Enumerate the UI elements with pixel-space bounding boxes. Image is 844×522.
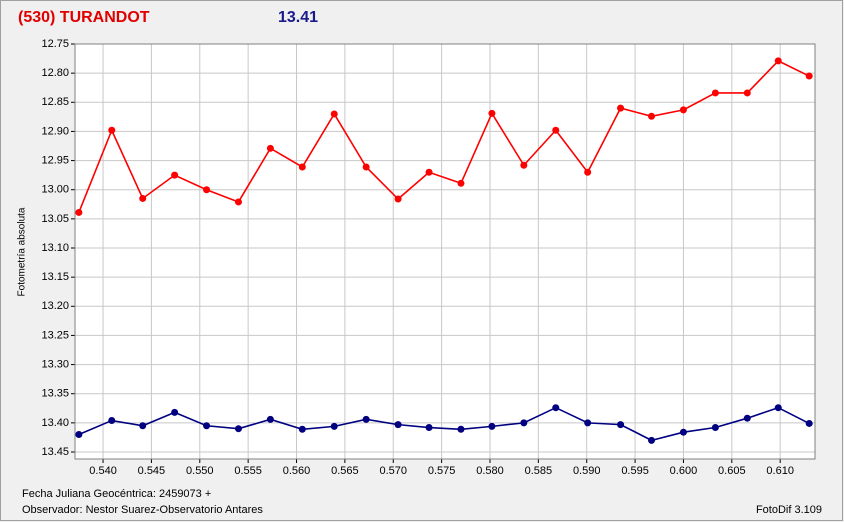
x-tick-label: 0.610 (766, 465, 794, 477)
observer: Observador: Nestor Suarez-Observatorio A… (22, 504, 263, 516)
data-point (298, 425, 306, 433)
data-point (488, 422, 496, 430)
x-tick-label: 0.565 (331, 465, 359, 477)
y-tick-label: 13.30 (41, 358, 69, 370)
x-tick-label: 0.555 (234, 465, 262, 477)
plot-border (74, 43, 816, 460)
chart-title: (530) TURANDOT (18, 9, 150, 26)
data-point (584, 168, 592, 176)
y-tick-label: 12.75 (41, 38, 69, 50)
data-point (488, 109, 496, 117)
x-tick-label: 0.560 (283, 465, 311, 477)
x-axis-label: Fecha Juliana Geocéntrica: 2459073 + (22, 488, 211, 500)
x-tick-label: 0.590 (573, 465, 601, 477)
plot-area (74, 43, 816, 460)
data-point (679, 106, 687, 114)
data-point (362, 415, 370, 423)
y-tick-label: 13.40 (41, 417, 69, 429)
series-line (78, 59, 810, 213)
data-point (330, 422, 338, 430)
data-point (552, 126, 560, 134)
x-tick-label: 0.595 (621, 465, 649, 477)
data-point (266, 144, 274, 152)
data-point (648, 112, 656, 120)
data-point (171, 408, 179, 416)
data-point (711, 424, 719, 432)
data-point (75, 208, 83, 216)
data-point (394, 195, 402, 203)
data-point (743, 89, 751, 97)
data-point (234, 198, 242, 206)
y-tick-label: 12.90 (41, 125, 69, 137)
data-point (743, 414, 751, 422)
y-tick-label: 12.80 (41, 67, 69, 79)
y-tick-label: 13.00 (41, 184, 69, 196)
data-point (584, 419, 592, 427)
data-point (520, 419, 528, 427)
y-tick-label: 13.10 (41, 242, 69, 254)
y-tick-label: 12.85 (41, 96, 69, 108)
x-tick-label: 0.585 (525, 465, 553, 477)
y-tick-label: 13.05 (41, 213, 69, 225)
data-point (774, 57, 782, 65)
x-tick-label: 0.550 (186, 465, 214, 477)
data-point (139, 422, 147, 430)
data-point (362, 163, 370, 171)
y-tick-label: 13.25 (41, 329, 69, 341)
x-tick-label: 0.540 (89, 465, 117, 477)
data-point (108, 417, 116, 425)
data-point (552, 404, 560, 412)
data-point (617, 104, 625, 112)
x-tick-label: 0.580 (476, 465, 504, 477)
data-point (805, 72, 813, 80)
y-tick-label: 13.15 (41, 271, 69, 283)
x-tick-label: 0.570 (379, 465, 407, 477)
data-point (679, 428, 687, 436)
software: FotoDif 3.109 (756, 504, 822, 516)
data-point (171, 171, 179, 179)
data-point (139, 194, 147, 202)
data-point (520, 161, 528, 169)
data-point (330, 110, 338, 118)
series-line (78, 406, 810, 442)
data-point (394, 421, 402, 429)
magnitude: 13.41 (278, 9, 318, 26)
data-point (774, 404, 782, 412)
data-point (617, 421, 625, 429)
data-point (425, 168, 433, 176)
x-tick-label: 0.545 (138, 465, 166, 477)
data-point (457, 425, 465, 433)
data-point (234, 425, 242, 433)
y-tick-label: 12.95 (41, 154, 69, 166)
data-point (298, 163, 306, 171)
y-tick-label: 13.20 (41, 300, 69, 312)
data-point (75, 431, 83, 439)
data-point (648, 436, 656, 444)
data-point (805, 419, 813, 427)
data-point (203, 186, 211, 194)
data-point (203, 422, 211, 430)
x-tick-label: 0.605 (718, 465, 746, 477)
y-tick-label: 13.45 (41, 446, 69, 458)
data-point (425, 424, 433, 432)
data-point (457, 179, 465, 187)
data-point (266, 415, 274, 423)
y-axis-label: Fotometría absoluta (17, 207, 28, 296)
y-tick-label: 13.35 (41, 388, 69, 400)
data-point (108, 126, 116, 134)
data-point (711, 89, 719, 97)
x-tick-label: 0.600 (670, 465, 698, 477)
x-tick-label: 0.575 (428, 465, 456, 477)
